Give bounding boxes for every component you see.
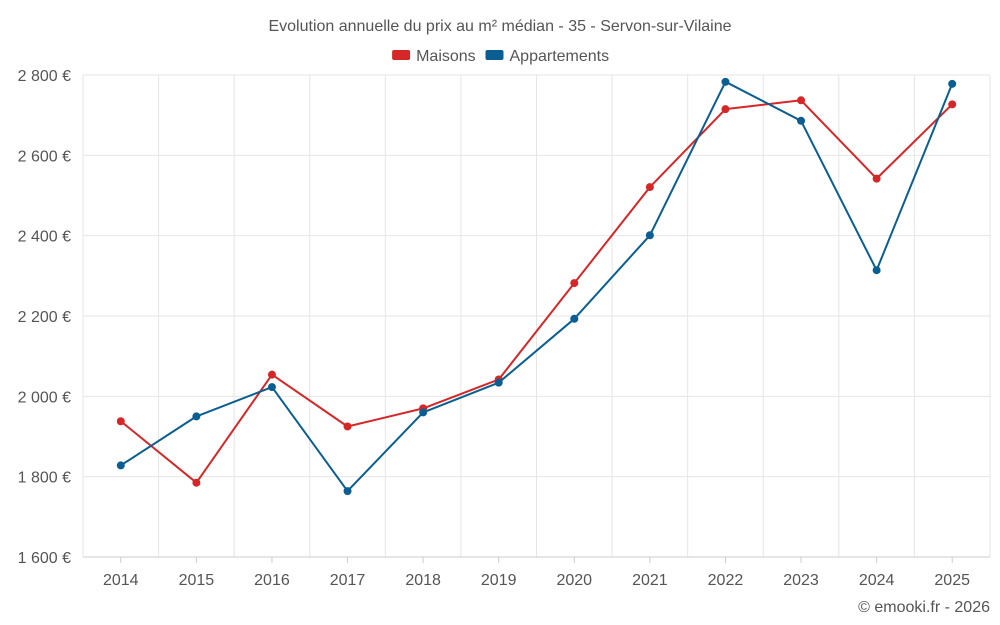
legend-swatch-maisons (392, 50, 410, 60)
x-tick-label: 2024 (859, 572, 895, 589)
y-tick-label: 2 800 € (18, 68, 71, 85)
data-point-maisons[interactable] (117, 417, 125, 425)
chart-legend: Maisons Appartements (392, 48, 609, 65)
y-tick-label: 2 000 € (18, 389, 71, 406)
x-tick-label: 2019 (481, 572, 517, 589)
data-point-appartements[interactable] (344, 487, 352, 495)
data-point-appartements[interactable] (268, 383, 276, 391)
chart-title: Evolution annuelle du prix au m² médian … (268, 18, 731, 35)
x-tick-label: 2018 (405, 572, 441, 589)
legend-swatch-appartements (486, 50, 504, 60)
x-tick-label: 2023 (783, 572, 819, 589)
price-line-chart: Evolution annuelle du prix au m² médian … (0, 0, 1000, 625)
x-tick-label: 2022 (708, 572, 744, 589)
y-tick-label: 2 400 € (18, 229, 71, 246)
x-tick-label: 2016 (254, 572, 290, 589)
x-tick-label: 2021 (632, 572, 668, 589)
credit-text: © emooki.fr - 2026 (858, 599, 990, 617)
data-point-appartements[interactable] (570, 315, 578, 323)
y-tick-label: 1 600 € (18, 550, 71, 567)
x-tick-label: 2025 (934, 572, 970, 589)
data-point-appartements[interactable] (192, 412, 200, 420)
data-point-maisons[interactable] (873, 175, 881, 183)
data-point-maisons[interactable] (721, 105, 729, 113)
data-point-appartements[interactable] (873, 266, 881, 274)
legend-item-appartements[interactable]: Appartements (486, 48, 610, 65)
data-point-maisons[interactable] (797, 96, 805, 104)
data-point-appartements[interactable] (117, 461, 125, 469)
data-point-appartements[interactable] (721, 78, 729, 86)
data-point-maisons[interactable] (344, 422, 352, 430)
data-point-maisons[interactable] (192, 479, 200, 487)
data-point-appartements[interactable] (797, 117, 805, 125)
data-point-maisons[interactable] (268, 371, 276, 379)
x-tick-label: 2017 (330, 572, 366, 589)
y-axis: 1 600 € 1 800 € 2 000 € 2 200 € 2 400 € 2 600… (18, 68, 71, 567)
data-point-maisons[interactable] (646, 183, 654, 191)
data-point-appartements[interactable] (646, 231, 654, 239)
data-point-appartements[interactable] (495, 379, 503, 387)
data-point-maisons[interactable] (948, 100, 956, 108)
data-point-appartements[interactable] (419, 408, 427, 416)
x-tick-label: 2014 (103, 572, 139, 589)
x-tick-label: 2020 (556, 572, 592, 589)
data-point-appartements[interactable] (948, 80, 956, 88)
legend-label-appartements: Appartements (510, 48, 610, 65)
data-point-maisons[interactable] (570, 279, 578, 287)
legend-item-maisons[interactable]: Maisons (392, 48, 476, 65)
x-axis: 2014 2015 2016 2017 2018 2019 2020 2021 2022 2023… (83, 557, 990, 589)
legend-label-maisons: Maisons (416, 48, 476, 65)
y-tick-label: 2 200 € (18, 309, 71, 326)
y-tick-label: 2 600 € (18, 148, 71, 165)
x-tick-label: 2015 (179, 572, 215, 589)
y-tick-label: 1 800 € (18, 470, 71, 487)
